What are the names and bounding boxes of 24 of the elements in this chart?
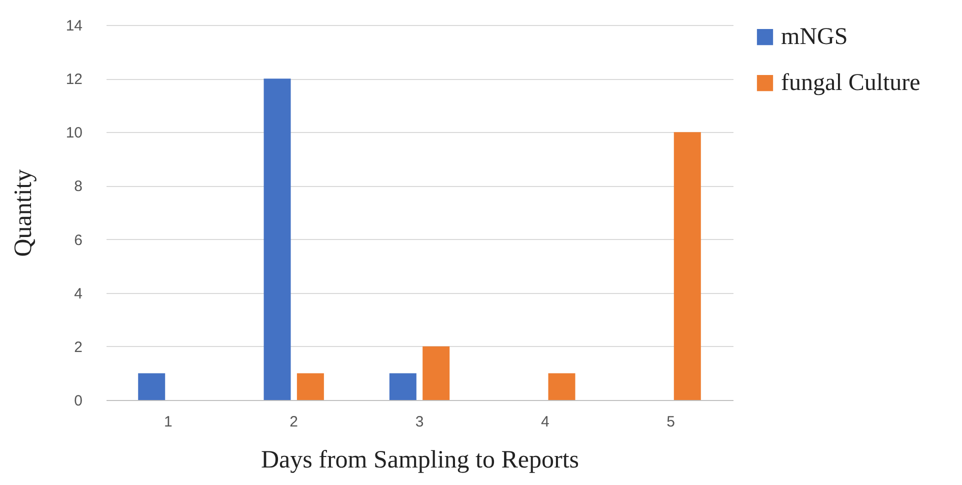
x-tick-label: 2 [290,414,298,430]
y-tick-label: 2 [74,338,82,356]
x-tick-label: 3 [415,414,424,430]
y-tick-label: 10 [66,124,82,142]
y-axis-title: Quantity [10,168,37,257]
bar [138,373,166,400]
legend-label: fungal Culture [781,70,920,96]
y-tick-label: 0 [74,392,82,410]
bar [389,373,416,400]
bar [674,132,701,400]
legend-label: mNGS [781,24,848,50]
y-tick-label: 6 [74,232,82,249]
x-tick-label: 4 [540,414,550,430]
y-tick-label: 4 [74,285,82,302]
bar [264,78,291,400]
x-tick-label: 1 [164,414,172,430]
bar [296,373,324,400]
bar [422,346,450,400]
y-tick-label: 14 [66,18,82,34]
y-tick-label: 12 [66,71,82,88]
bar [548,373,576,400]
y-tick-label: 8 [74,178,82,196]
x-tick-label: 5 [666,414,675,430]
x-axis-title: Days from Sampling to Reports [260,446,580,474]
